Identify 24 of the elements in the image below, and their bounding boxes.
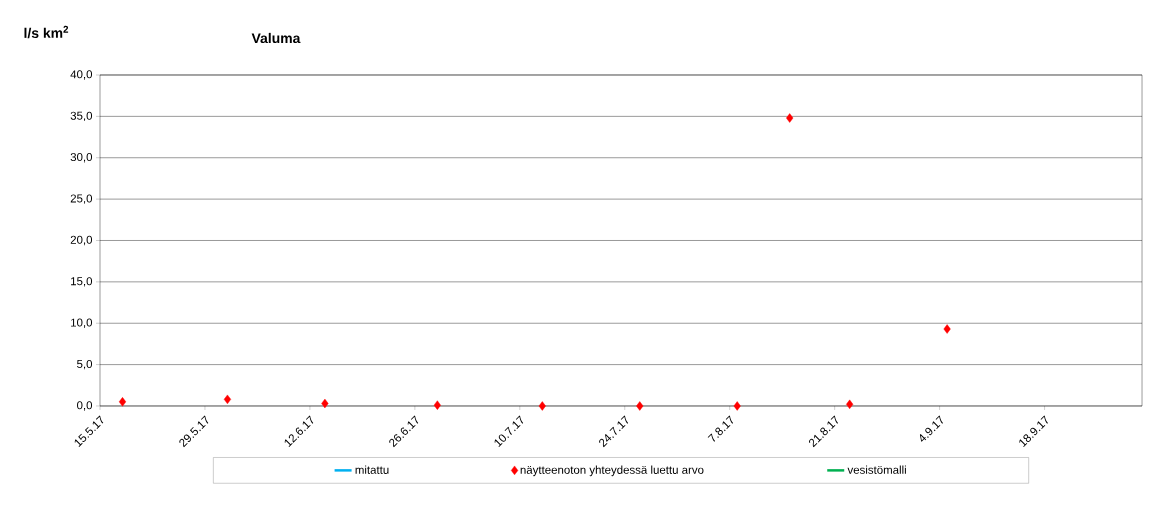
point — [118, 397, 127, 407]
y-tick-label: 5,0 — [77, 359, 93, 370]
point — [636, 401, 644, 411]
legend-label: mitattu — [355, 465, 389, 474]
point — [433, 400, 441, 410]
point — [733, 401, 741, 411]
y-axis-title: l/s km$^{2}$ — [24, 25, 69, 39]
y-tick-label: 25,0 — [70, 194, 93, 204]
y-tick-label: 30,0 — [70, 153, 93, 163]
y-tick-label: 40,0 — [70, 70, 93, 80]
point — [846, 399, 854, 410]
y-tick-label: 10,0 — [71, 318, 93, 328]
y-tick-label: 15,0 — [71, 277, 93, 287]
legend-label: näytteenoton yhteydessä luettu arvo — [520, 465, 704, 477]
y-tick-label: 35,0 — [70, 111, 93, 122]
point — [321, 398, 329, 409]
point — [943, 324, 951, 334]
y-tick-label: 20,0 — [70, 235, 93, 246]
point — [538, 401, 546, 411]
point — [786, 113, 794, 123]
chart-title: Valuma — [251, 32, 301, 44]
point — [223, 394, 232, 405]
y-tick-label: 0,0 — [77, 401, 93, 411]
legend-label: vesistömalli — [847, 465, 906, 474]
